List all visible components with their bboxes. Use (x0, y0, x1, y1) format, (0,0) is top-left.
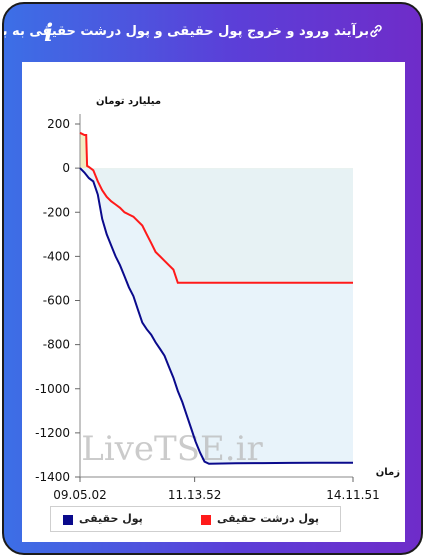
x-tick-label-2: 14.11.51 (326, 488, 379, 502)
y-tick-label-7: -1200 (35, 426, 70, 440)
y-tick-label-2: -200 (43, 205, 70, 219)
y-tick-label-1: 0 (62, 161, 70, 175)
chart-title: برآیند ورود و خروج پول حقیقی و پول درشت … (2, 24, 369, 39)
y-tick-label-3: -400 (43, 249, 70, 263)
chart-svg: 200 0 -200 -400 -600 -800 -1000 -1200 -1400 09.05… (35, 96, 400, 502)
title-bar: برآیند ورود و خروج پول حقیقی و پول درشت … (4, 18, 421, 58)
legend: پول حقیقی پول درشت حقیقی (50, 506, 341, 532)
link-icon[interactable] (369, 24, 383, 38)
legend-label-big-real-money: پول درشت حقیقی (217, 512, 320, 525)
y-tick-label-8: -1400 (35, 470, 70, 484)
legend-swatch-real-money (63, 515, 73, 525)
y-tick-label-5: -800 (43, 338, 70, 352)
x-axis-title: زمان (376, 467, 400, 478)
legend-swatch-big-real-money (201, 515, 211, 525)
y-tick-label-6: -1000 (35, 382, 70, 396)
chart-panel: 200 0 -200 -400 -600 -800 -1000 -1200 -1400 09.05… (22, 62, 405, 542)
watermark: LiveTSE.ir (81, 429, 263, 469)
y-axis-title: میلیارد تومان (96, 96, 161, 107)
widget-frame: برآیند ورود و خروج پول حقیقی و پول درشت … (2, 2, 423, 555)
x-tick-label-1: 11.13.52 (168, 488, 221, 502)
area-real-money (80, 168, 353, 464)
series-line-real-money (79, 167, 353, 465)
y-tick-label-4: -600 (43, 294, 70, 308)
x-tick-label-0: 09.05.02 (53, 488, 106, 502)
y-tick-label-0: 200 (47, 117, 70, 131)
series-line-big-real-money (79, 131, 353, 284)
legend-label-real-money: پول حقیقی (79, 512, 143, 525)
info-icon[interactable]: i (44, 18, 54, 47)
